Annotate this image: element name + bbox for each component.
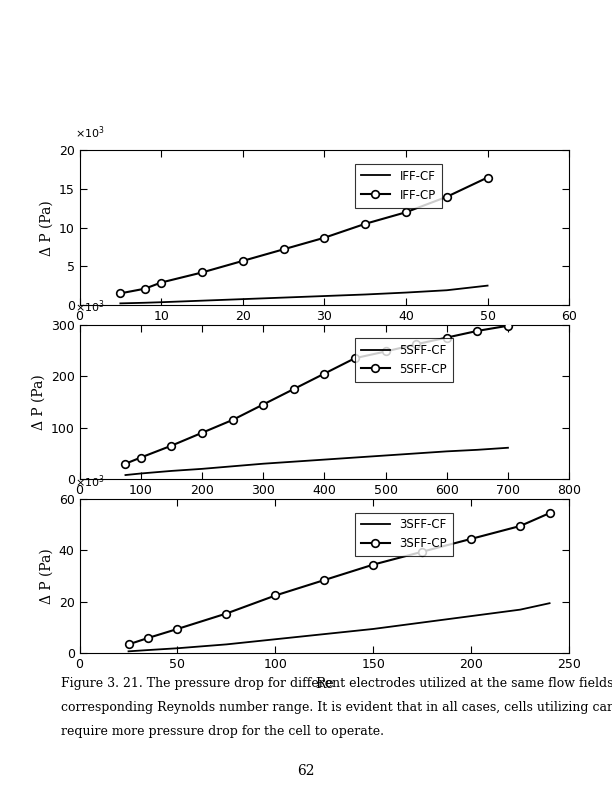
3SFF-CP	[223, 609, 230, 619]
IFF-CF	[157, 298, 165, 307]
5SFF-CF	[443, 447, 450, 456]
Y-axis label: Δ P (Pa): Δ P (Pa)	[39, 548, 53, 604]
5SFF-CF	[137, 469, 144, 478]
3SFF-CP	[370, 560, 377, 569]
5SFF-CP	[290, 384, 297, 394]
Line: 3SFF-CP: 3SFF-CP	[125, 509, 553, 648]
3SFF-CF	[223, 640, 230, 649]
IFF-CF	[239, 295, 247, 304]
3SFF-CP	[144, 634, 152, 643]
X-axis label: Re: Re	[315, 329, 334, 342]
5SFF-CF	[351, 453, 359, 463]
5SFF-CP	[412, 340, 420, 349]
5SFF-CF	[122, 470, 129, 480]
Y-axis label: Δ P (Pa): Δ P (Pa)	[39, 200, 53, 256]
Text: $\times10^3$: $\times10^3$	[75, 299, 105, 315]
5SFF-CF	[290, 457, 297, 466]
5SFF-CP	[229, 415, 236, 425]
5SFF-CP	[351, 353, 359, 363]
Legend: 5SFF-CF, 5SFF-CP: 5SFF-CF, 5SFF-CP	[355, 338, 453, 382]
IFF-CP	[484, 173, 491, 182]
5SFF-CF	[504, 443, 512, 452]
5SFF-CF	[412, 448, 420, 458]
3SFF-CP	[321, 575, 328, 584]
Text: Figure 3. 21. The pressure drop for different electrodes utilized at the same fl: Figure 3. 21. The pressure drop for diff…	[61, 677, 612, 690]
IFF-CP	[198, 268, 206, 277]
IFF-CF	[362, 290, 369, 299]
IFF-CF	[198, 296, 206, 306]
IFF-CP	[362, 219, 369, 229]
Text: require more pressure drop for the cell to operate.: require more pressure drop for the cell …	[61, 725, 384, 737]
IFF-CP	[321, 233, 328, 242]
5SFF-CF	[321, 455, 328, 464]
Line: 5SFF-CF: 5SFF-CF	[125, 447, 508, 475]
IFF-CP	[443, 192, 450, 201]
IFF-CF	[280, 293, 287, 303]
3SFF-CF	[546, 599, 553, 608]
5SFF-CP	[137, 453, 144, 463]
Text: 62: 62	[297, 763, 315, 778]
5SFF-CP	[198, 428, 206, 437]
IFF-CP	[117, 288, 124, 298]
5SFF-CP	[443, 333, 450, 342]
IFF-CP	[402, 208, 409, 217]
Line: 3SFF-CF: 3SFF-CF	[129, 604, 550, 651]
Y-axis label: Δ P (Pa): Δ P (Pa)	[31, 374, 45, 430]
5SFF-CP	[122, 459, 129, 468]
3SFF-CF	[517, 605, 524, 615]
3SFF-CF	[419, 618, 426, 627]
Text: $\times10^3$: $\times10^3$	[75, 124, 105, 141]
IFF-CF	[484, 281, 491, 291]
Legend: 3SFF-CF, 3SFF-CP: 3SFF-CF, 3SFF-CP	[355, 512, 453, 556]
IFF-CF	[402, 287, 409, 297]
3SFF-CP	[174, 624, 181, 634]
Legend: IFF-CF, IFF-CP: IFF-CF, IFF-CP	[355, 164, 442, 208]
5SFF-CF	[259, 459, 267, 468]
Text: corresponding Reynolds number range. It is evident that in all cases, cells util: corresponding Reynolds number range. It …	[61, 701, 612, 714]
Line: IFF-CF: IFF-CF	[121, 286, 488, 303]
IFF-CP	[239, 256, 247, 265]
5SFF-CF	[168, 466, 175, 476]
IFF-CF	[117, 299, 124, 308]
X-axis label: Re: Re	[315, 677, 334, 691]
5SFF-CP	[321, 369, 328, 379]
3SFF-CP	[517, 521, 524, 531]
5SFF-CF	[382, 451, 389, 460]
3SFF-CF	[370, 624, 377, 634]
3SFF-CF	[144, 645, 152, 655]
3SFF-CF	[468, 611, 475, 621]
IFF-CF	[141, 298, 149, 307]
5SFF-CP	[474, 326, 481, 336]
5SFF-CP	[259, 400, 267, 409]
3SFF-CP	[468, 534, 475, 543]
5SFF-CP	[382, 347, 389, 356]
IFF-CF	[443, 285, 450, 295]
IFF-CP	[141, 284, 149, 294]
IFF-CP	[280, 245, 287, 254]
IFF-CP	[157, 278, 165, 287]
Line: IFF-CP: IFF-CP	[116, 173, 491, 297]
X-axis label: Re: Re	[315, 503, 334, 516]
3SFF-CF	[321, 630, 328, 639]
3SFF-CP	[546, 508, 553, 518]
3SFF-CF	[272, 634, 279, 644]
Text: $\times10^3$: $\times10^3$	[75, 473, 105, 489]
3SFF-CF	[174, 643, 181, 653]
5SFF-CF	[198, 464, 206, 474]
IFF-CF	[321, 291, 328, 301]
3SFF-CP	[419, 547, 426, 557]
3SFF-CF	[125, 646, 132, 656]
5SFF-CP	[504, 321, 512, 330]
3SFF-CP	[272, 591, 279, 600]
5SFF-CF	[474, 445, 481, 455]
3SFF-CP	[125, 640, 132, 649]
Line: 5SFF-CP: 5SFF-CP	[122, 322, 512, 467]
5SFF-CP	[168, 441, 175, 451]
5SFF-CF	[229, 462, 236, 471]
